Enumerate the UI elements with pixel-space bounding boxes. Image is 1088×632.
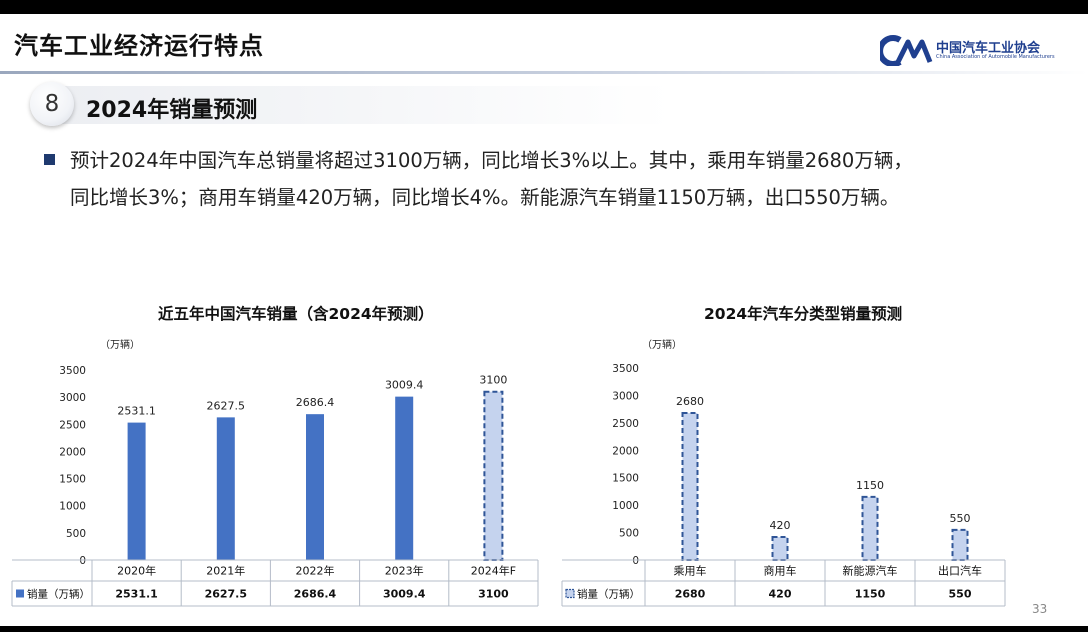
bullet-square-icon xyxy=(44,154,55,165)
chart1-legend-label: 销量（万辆） xyxy=(27,588,90,601)
chart2-table-value: 1150 xyxy=(855,588,886,601)
chart2-legend-swatch xyxy=(565,588,575,599)
chart2-bar xyxy=(771,535,789,562)
caam-logo-mark xyxy=(877,35,933,67)
chart1-bar xyxy=(395,396,414,560)
chart2-category-label: 商用车 xyxy=(764,564,797,578)
chart1-table-value: 3009.4 xyxy=(383,588,426,601)
chart1-category-label: 2023年 xyxy=(385,564,424,578)
chart2-legend-label: 销量（万辆） xyxy=(577,588,640,601)
chart2-ytick-label: 3000 xyxy=(612,390,639,402)
chart1-category-label: 2021年 xyxy=(206,564,245,578)
chart1-ytick-label: 1500 xyxy=(59,474,86,486)
chart1-ytick-label: 2000 xyxy=(59,446,86,458)
chart2-data-label: 1150 xyxy=(856,479,884,492)
summary-paragraph: 预计2024年中国汽车总销量将超过3100万辆，同比增长3%以上。其中，乘用车销… xyxy=(70,142,1070,216)
chart2-category-label: 出口汽车 xyxy=(938,564,982,578)
chart1-bar xyxy=(306,414,324,560)
chart1-ytick-label: 500 xyxy=(66,528,86,540)
section-title: 2024年销量预测 xyxy=(86,98,258,123)
title-divider xyxy=(0,71,1088,74)
chart2-ytick-label: 2000 xyxy=(612,445,639,457)
chart2-table-value: 2680 xyxy=(675,588,706,601)
chart2-category-label: 乘用车 xyxy=(674,564,707,578)
chart1-title: 近五年中国汽车销量（含2024年预测） xyxy=(158,305,434,323)
summary-line-1: 预计2024年中国汽车总销量将超过3100万辆，同比增长3%以上。其中，乘用车销… xyxy=(70,149,913,172)
chart2-ytick-label: 0 xyxy=(632,555,639,567)
chart2-bar xyxy=(681,411,699,561)
chart1-table-value: 3100 xyxy=(478,588,509,601)
chart1-bar xyxy=(483,390,504,562)
chart2-title: 2024年汽车分类型销量预测 xyxy=(704,305,903,323)
slide: 汽车工业经济运行特点 中国汽车工业协会 China Association of… xyxy=(0,14,1088,626)
chart2-bar xyxy=(951,528,969,561)
chart1-data-label: 3100 xyxy=(479,374,507,387)
chart1-ytick-label: 0 xyxy=(79,555,86,567)
chart2-ytick-label: 3500 xyxy=(612,363,639,375)
chart1-legend-swatch xyxy=(16,589,24,598)
chart1-ytick-label: 3500 xyxy=(59,365,86,377)
title-bar: 汽车工业经济运行特点 中国汽车工业协会 China Association of… xyxy=(0,14,1088,70)
summary-line-2: 同比增长3%；商用车销量420万辆，同比增长4%。新能源汽车销量1150万辆，出… xyxy=(70,186,900,209)
chart2-category-label: 新能源汽车 xyxy=(843,564,898,578)
chart2-ytick-label: 500 xyxy=(619,528,639,540)
chart2-unit-label: （万辆） xyxy=(642,340,682,351)
chart1-table-value: 2531.1 xyxy=(115,588,157,601)
chart1-table-value: 2627.5 xyxy=(205,588,247,601)
chart1-bar xyxy=(216,417,235,560)
section-band xyxy=(52,86,672,124)
chart1-category-label: 2020年 xyxy=(117,564,156,578)
chart1-ytick-label: 2500 xyxy=(59,419,86,431)
logo-text-en: China Association of Automobile Manufact… xyxy=(936,54,1055,60)
chart1-ytick-label: 3000 xyxy=(59,392,86,404)
chart1-data-label: 2686.4 xyxy=(296,396,335,409)
page-title: 汽车工业经济运行特点 xyxy=(14,32,264,60)
chart2-data-label: 550 xyxy=(950,512,971,525)
page-number: 33 xyxy=(1032,602,1048,616)
chart2-ytick-label: 2500 xyxy=(612,418,639,430)
chart1-unit-label: （万辆） xyxy=(100,340,140,351)
chart1-data-label: 3009.4 xyxy=(385,379,424,392)
chart1-data-label: 2627.5 xyxy=(207,399,246,412)
chart1-data-label: 2531.1 xyxy=(117,405,156,418)
chart1-bar xyxy=(127,422,146,560)
chart2-table-value: 550 xyxy=(949,588,972,601)
chart1-category-label: 2024年F xyxy=(471,564,516,578)
logo-text-cn: 中国汽车工业协会 xyxy=(936,41,1041,56)
chart1-ytick-label: 1000 xyxy=(59,501,86,513)
chart2-ytick-label: 1000 xyxy=(612,500,639,512)
chart2-data-label: 420 xyxy=(770,519,791,532)
chart2-plot: 0 500 1000 1500 2000 2500 3000 3500 2680 420 1150 5… xyxy=(561,363,1006,607)
chart2-bar xyxy=(861,495,879,562)
section-number: 8 xyxy=(30,82,74,126)
caam-logo: 中国汽车工业协会 China Association of Automobile… xyxy=(877,34,1070,68)
chart1-plot: 0 500 1000 1500 2000 2500 3000 3500 2531.1 2627.5… xyxy=(11,365,539,607)
chart2-table-value: 420 xyxy=(769,588,792,601)
chart2-data-label: 2680 xyxy=(676,395,704,408)
chart2-ytick-label: 1500 xyxy=(612,473,639,485)
chart1-table-value: 2686.4 xyxy=(294,588,337,601)
chart1-category-label: 2022年 xyxy=(296,564,335,578)
